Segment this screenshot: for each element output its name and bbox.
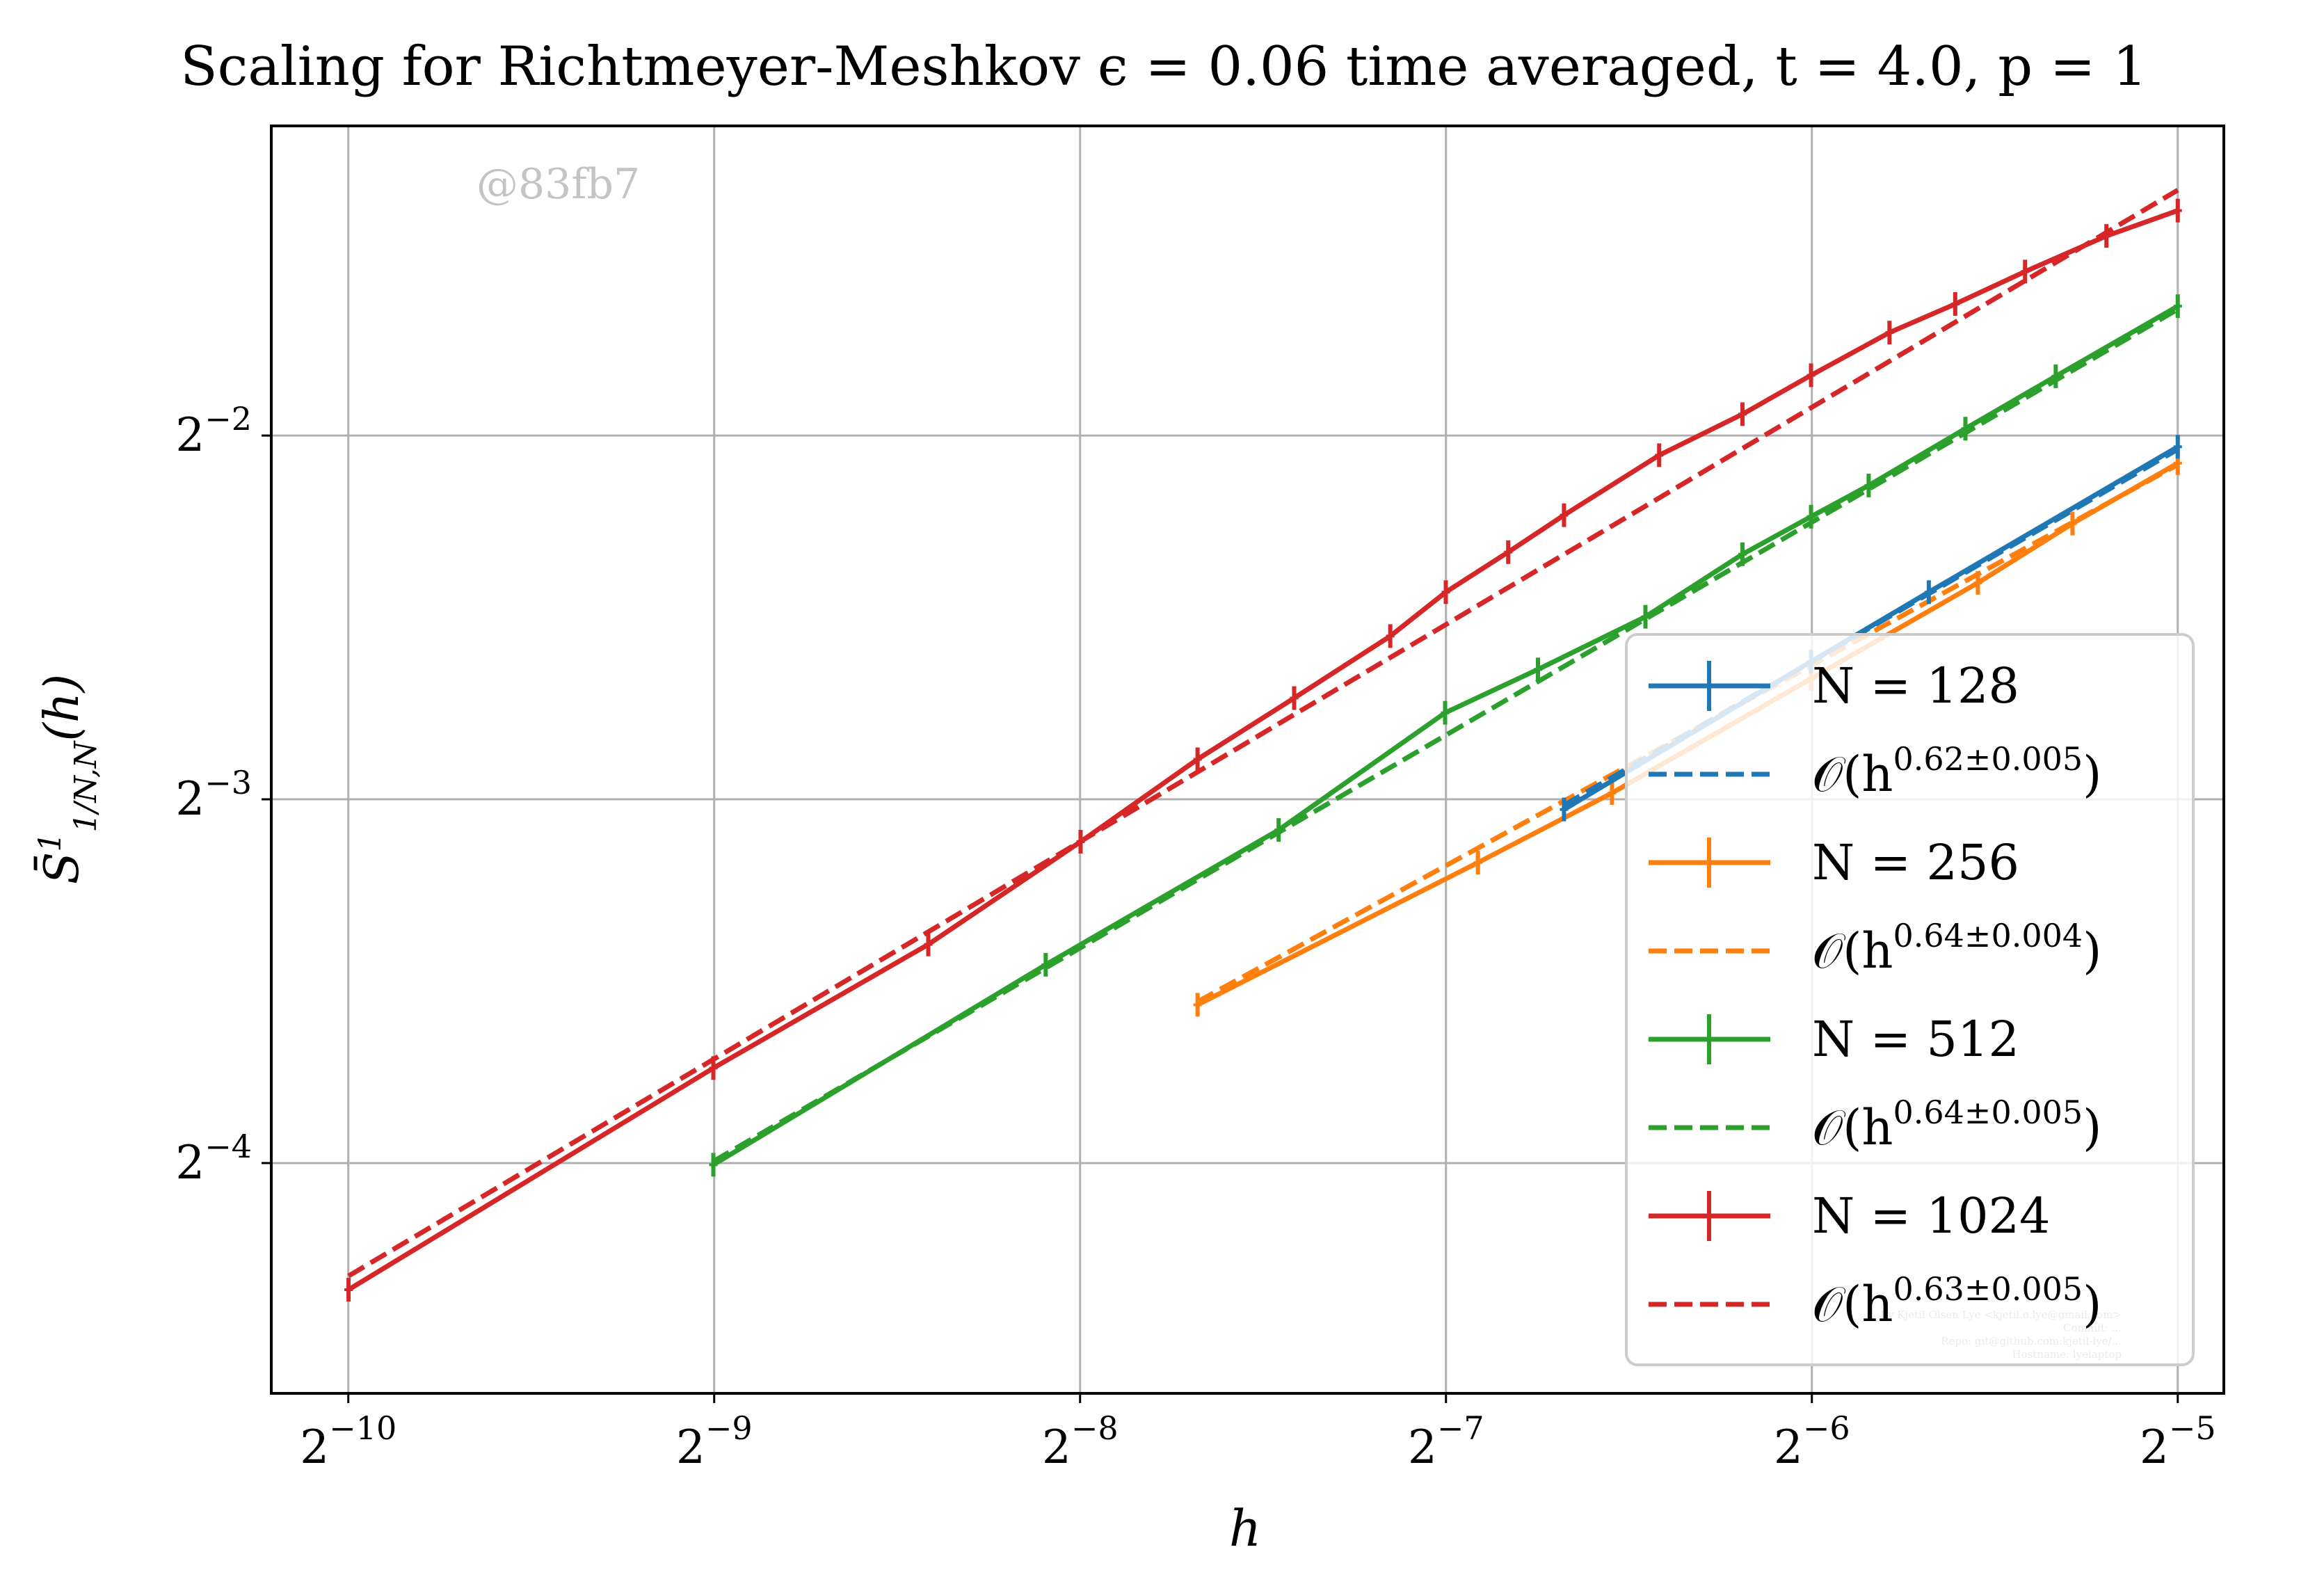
x-tick-label-base: 2 — [676, 1420, 705, 1474]
legend-entry: 𝒪(h0.64±0.005) — [1649, 1094, 2101, 1156]
y-tick-label-base: 2 — [175, 1136, 205, 1190]
y-tick-label: 2−4 — [175, 1128, 252, 1190]
x-tick-label-base: 2 — [1408, 1420, 1437, 1474]
legend-frame — [1625, 633, 2195, 1366]
legend-label: N = 256 — [1812, 834, 2019, 891]
x-tick-label: 2−10 — [300, 1409, 396, 1474]
y-tick-label: 2−2 — [175, 400, 252, 462]
x-tick-label-exponent: −9 — [705, 1409, 753, 1447]
y-tick-label-base: 2 — [175, 772, 205, 826]
fit-line — [347, 188, 2179, 1279]
legend-entry: 𝒪(h0.63±0.005) — [1649, 1270, 2101, 1333]
x-tick-label-exponent: −7 — [1437, 1409, 1484, 1447]
series-line — [347, 208, 2179, 1292]
legend-entry: 𝒪(h0.62±0.005) — [1649, 740, 2101, 803]
series-3 — [1196, 462, 2179, 1004]
series-6 — [344, 198, 2182, 1302]
legend-label-end: ) — [2083, 1276, 2101, 1333]
y-tick-label-exponent: −2 — [205, 400, 252, 438]
x-tick-label: 2−8 — [1042, 1409, 1119, 1474]
x-axis-label: h — [1229, 1499, 1261, 1558]
legend-label: 𝒪(h0.63±0.005) — [1812, 1270, 2101, 1333]
legend-label-exponent: 0.64±0.004 — [1893, 917, 2083, 954]
legend-label-base: 𝒪(h — [1812, 746, 1893, 803]
x-tick-label-exponent: −5 — [2169, 1409, 2216, 1447]
legend-label-exponent: 0.62±0.005 — [1893, 740, 2083, 778]
fit-line — [1196, 462, 2179, 1004]
y-axis-ticks: 2−42−32−2 — [175, 400, 271, 1190]
x-tick-label-exponent: −10 — [329, 1409, 396, 1447]
legend-label-end: ) — [2083, 922, 2101, 979]
legend-entry: N = 256 — [1649, 834, 2019, 891]
legend-label-end: ) — [2083, 746, 2101, 803]
x-tick-label-base: 2 — [1042, 1420, 1071, 1474]
legend-entry: N = 512 — [1649, 1011, 2019, 1068]
series-line — [712, 304, 2179, 1167]
x-tick-label: 2−9 — [676, 1409, 753, 1474]
x-tick-label-base: 2 — [2140, 1420, 2169, 1474]
legend-entry: N = 128 — [1649, 657, 2019, 714]
legend-label: 𝒪(h0.64±0.004) — [1812, 917, 2101, 979]
y-tick-label-base: 2 — [175, 408, 205, 462]
legend-entry: 𝒪(h0.64±0.004) — [1649, 917, 2101, 979]
legend-label: N = 1024 — [1812, 1187, 2051, 1244]
legend-label: 𝒪(h0.64±0.005) — [1812, 1094, 2101, 1156]
legend-label: N = 512 — [1812, 1011, 2019, 1068]
x-tick-label: 2−6 — [1774, 1409, 1850, 1474]
series-7 — [347, 188, 2179, 1279]
legend-label-base: 𝒪(h — [1812, 1099, 1893, 1156]
legend-label-exponent: 0.63±0.005 — [1893, 1270, 2083, 1308]
x-tick-label-base: 2 — [300, 1420, 329, 1474]
watermark: @83fb7 — [476, 160, 640, 209]
y-tick-label-exponent: −3 — [205, 764, 252, 801]
legend-label-base: 𝒪(h — [1812, 922, 1893, 979]
y-tick-label-exponent: −4 — [205, 1128, 252, 1165]
x-tick-label-exponent: −8 — [1071, 1409, 1119, 1447]
x-tick-label: 2−7 — [1408, 1409, 1484, 1474]
x-tick-label-exponent: −6 — [1803, 1409, 1850, 1447]
legend-label-end: ) — [2083, 1099, 2101, 1156]
x-tick-label-base: 2 — [1774, 1420, 1803, 1474]
legend-label: N = 128 — [1812, 657, 2019, 714]
legend-entry: N = 1024 — [1649, 1187, 2051, 1244]
legend-label-exponent: 0.64±0.005 — [1893, 1094, 2083, 1131]
plot-frame — [270, 125, 2225, 1395]
x-axis-ticks: 2−10 2−9 2−8 2−7 2−6 2−5 — [300, 1393, 2216, 1474]
legend-label: 𝒪(h0.62±0.005) — [1812, 740, 2101, 803]
series-4 — [709, 294, 2182, 1177]
chart-title: Scaling for Richtmeyer-Meshkov ϵ = 0.06 … — [180, 35, 2147, 98]
y-tick-label: 2−3 — [175, 764, 252, 826]
legend-label-base: 𝒪(h — [1812, 1276, 1893, 1333]
x-tick-label: 2−5 — [2140, 1409, 2216, 1474]
